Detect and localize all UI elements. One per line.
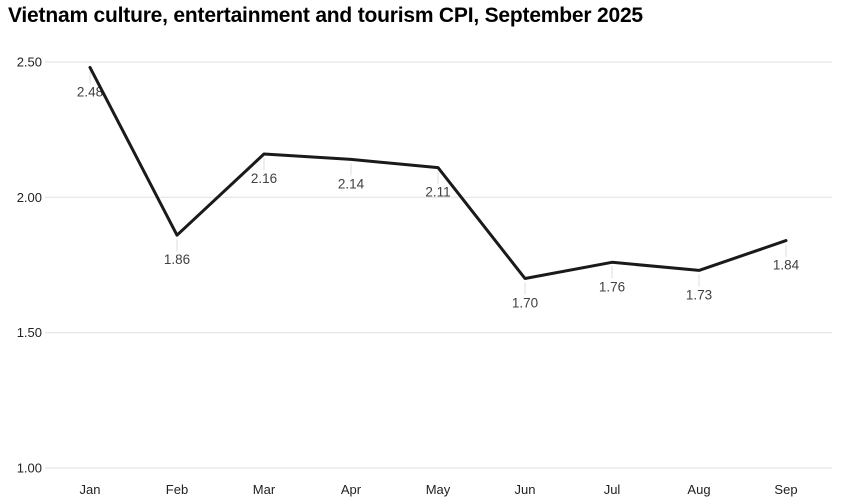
y-axis-tick-label: 1.00 xyxy=(17,461,42,476)
x-axis-tick-label: Jan xyxy=(80,482,101,497)
data-point-label: 1.84 xyxy=(773,258,800,273)
x-axis-tick-label: Feb xyxy=(166,482,188,497)
y-axis-tick-label: 2.00 xyxy=(17,190,42,205)
data-point-label: 2.16 xyxy=(251,171,277,186)
data-point-label: 2.14 xyxy=(338,176,365,191)
y-axis-tick-label: 1.50 xyxy=(17,325,42,340)
y-axis-tick-label: 2.50 xyxy=(17,55,42,70)
x-axis-tick-label: Aug xyxy=(687,482,710,497)
data-point-label: 2.11 xyxy=(425,185,450,200)
data-point-label: 1.70 xyxy=(512,296,538,311)
x-axis-tick-label: Jul xyxy=(604,482,621,497)
x-axis-tick-label: Apr xyxy=(341,482,362,497)
data-point-label: 1.76 xyxy=(599,279,625,294)
x-axis-tick-label: May xyxy=(426,482,451,497)
data-point-label: 2.48 xyxy=(77,84,103,99)
data-point-label: 1.73 xyxy=(686,287,712,302)
chart-title: Vietnam culture, entertainment and touri… xyxy=(8,4,643,27)
x-axis-tick-label: Sep xyxy=(774,482,797,497)
data-point-label: 1.86 xyxy=(164,252,190,267)
x-axis-tick-label: Mar xyxy=(253,482,276,497)
cpi-series-line xyxy=(88,65,788,280)
x-axis-tick-label: Jun xyxy=(515,482,536,497)
